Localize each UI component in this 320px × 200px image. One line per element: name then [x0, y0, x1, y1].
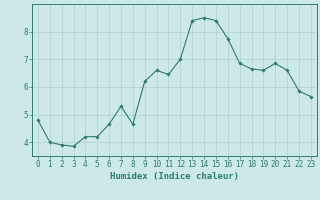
X-axis label: Humidex (Indice chaleur): Humidex (Indice chaleur): [110, 172, 239, 181]
